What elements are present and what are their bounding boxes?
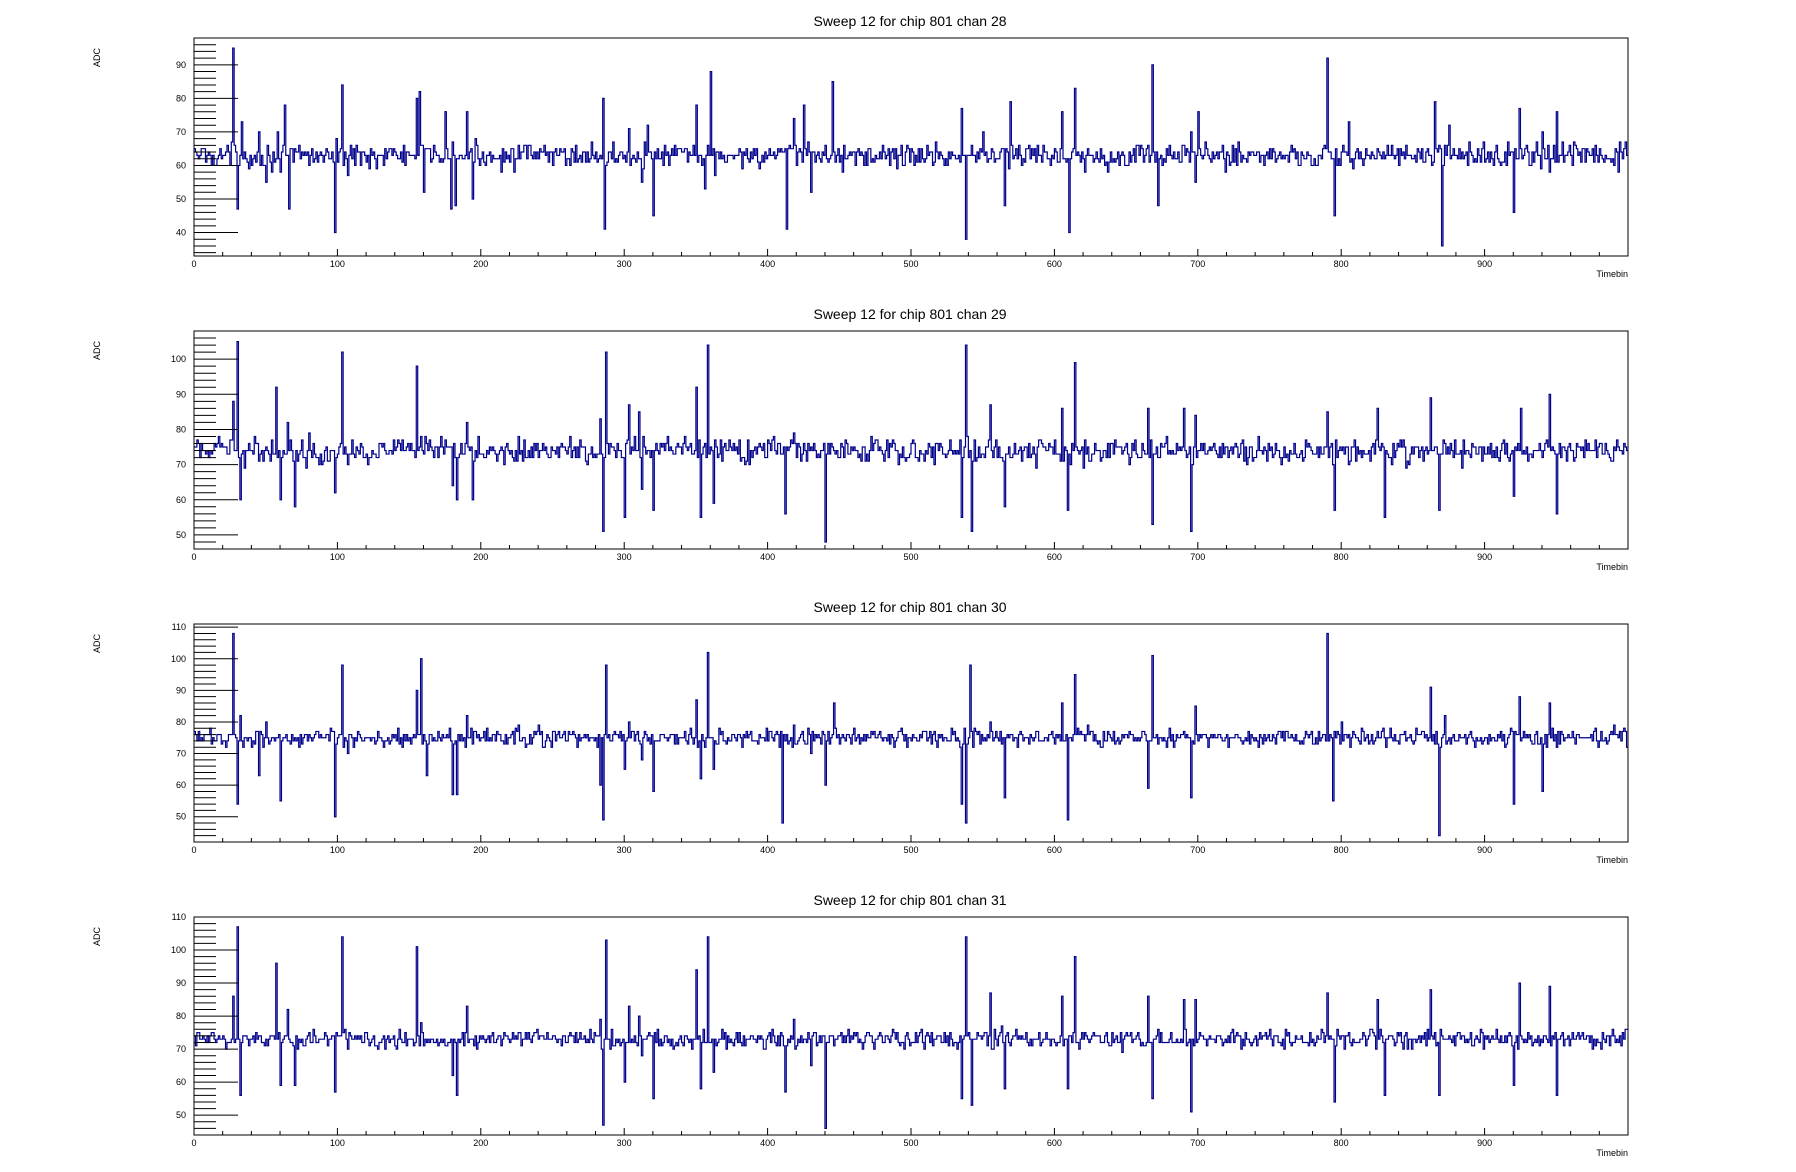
histogram-svg: Sweep 12 for chip 801 chan 28 ADC Timebin 4… [92, 13, 1629, 279]
x-tick-label: 100 [330, 1138, 345, 1148]
y-axis-label: ADC [92, 634, 102, 654]
y-tick-label: 80 [176, 93, 186, 103]
y-tick-label: 110 [172, 912, 186, 922]
y-tick-label: 90 [176, 389, 186, 399]
y-tick-label: 50 [176, 812, 186, 822]
x-tick-label: 300 [617, 1138, 632, 1148]
y-tick-label: 40 [176, 228, 186, 238]
x-axis-label: Timebin [1596, 269, 1628, 279]
x-tick-label: 900 [1477, 845, 1492, 855]
chart-title: Sweep 12 for chip 801 chan 29 [813, 306, 1006, 322]
y-tick-label: 80 [176, 424, 186, 434]
x-tick-label: 600 [1047, 1138, 1062, 1148]
x-tick-label: 900 [1477, 1138, 1492, 1148]
plot-frame [193, 916, 1629, 1136]
plot-frame [193, 330, 1629, 550]
x-tick-label: 400 [760, 552, 775, 562]
y-tick-label: 80 [176, 717, 186, 727]
x-tick-label: 800 [1334, 845, 1349, 855]
y-tick-label: 50 [176, 194, 186, 204]
x-axis-label: Timebin [1596, 855, 1628, 865]
x-tick-label: 600 [1047, 259, 1062, 269]
x-tick-label: 500 [903, 1138, 918, 1148]
histogram-svg: Sweep 12 for chip 801 chan 30 ADC Timebin 5… [92, 599, 1629, 865]
x-tick-label: 400 [760, 259, 775, 269]
y-tick-label: 70 [176, 460, 186, 470]
y-tick-label: 100 [171, 945, 186, 955]
x-tick-label: 100 [330, 845, 345, 855]
y-tick-label: 90 [176, 978, 186, 988]
y-tick-label: 90 [176, 685, 186, 695]
x-tick-label: 300 [617, 845, 632, 855]
y-tick-label: 50 [176, 1110, 186, 1120]
x-tick-label: 200 [473, 259, 488, 269]
x-tick-label: 0 [191, 259, 196, 269]
adc-trace-line [194, 340, 1628, 543]
x-tick-label: 0 [191, 552, 196, 562]
histogram-panel-2: Sweep 12 for chip 801 chan 29 ADC Timebin 5… [0, 293, 1796, 586]
x-tick-label: 800 [1334, 259, 1349, 269]
y-tick-label: 110 [172, 622, 186, 632]
x-tick-label: 500 [903, 552, 918, 562]
y-tick-label: 70 [176, 749, 186, 759]
plot-frame [193, 623, 1629, 843]
x-tick-label: 700 [1190, 1138, 1205, 1148]
x-tick-label: 700 [1190, 845, 1205, 855]
histogram-panel-1: Sweep 12 for chip 801 chan 28 ADC Timebin 4… [0, 0, 1796, 293]
histogram-svg: Sweep 12 for chip 801 chan 29 ADC Timebin 5… [92, 306, 1629, 572]
x-axis-label: Timebin [1596, 1148, 1628, 1158]
x-tick-label: 900 [1477, 552, 1492, 562]
adc-trace-line [194, 926, 1628, 1129]
y-tick-label: 100 [171, 654, 186, 664]
x-tick-label: 0 [191, 845, 196, 855]
y-tick-label: 60 [176, 780, 186, 790]
chart-title: Sweep 12 for chip 801 chan 28 [813, 13, 1006, 29]
adc-trace-line [194, 47, 1628, 247]
y-axis-label: ADC [92, 341, 102, 361]
x-tick-label: 600 [1047, 845, 1062, 855]
x-tick-label: 500 [903, 259, 918, 269]
y-tick-label: 80 [176, 1011, 186, 1021]
y-tick-label: 60 [176, 495, 186, 505]
x-tick-label: 300 [617, 552, 632, 562]
adc-trace-line [194, 632, 1628, 837]
histogram-svg: Sweep 12 for chip 801 chan 31 ADC Timebin 5… [92, 892, 1629, 1158]
y-axis-label: ADC [92, 927, 102, 947]
x-tick-label: 700 [1190, 552, 1205, 562]
x-tick-label: 400 [760, 1138, 775, 1148]
x-tick-label: 200 [473, 845, 488, 855]
x-tick-label: 200 [473, 1138, 488, 1148]
y-tick-label: 50 [176, 530, 186, 540]
x-tick-label: 800 [1334, 552, 1349, 562]
y-tick-label: 90 [176, 60, 186, 70]
x-tick-label: 0 [191, 1138, 196, 1148]
y-tick-label: 60 [176, 1077, 186, 1087]
y-axis-label: ADC [92, 48, 102, 68]
y-tick-label: 70 [176, 1044, 186, 1054]
x-tick-label: 600 [1047, 552, 1062, 562]
x-tick-label: 100 [330, 259, 345, 269]
x-tick-label: 100 [330, 552, 345, 562]
y-tick-label: 100 [171, 354, 186, 364]
histogram-panel-4: Sweep 12 for chip 801 chan 31 ADC Timebin 5… [0, 879, 1796, 1172]
x-tick-label: 800 [1334, 1138, 1349, 1148]
x-tick-label: 700 [1190, 259, 1205, 269]
y-tick-label: 60 [176, 160, 186, 170]
x-tick-label: 400 [760, 845, 775, 855]
x-tick-label: 300 [617, 259, 632, 269]
chart-title: Sweep 12 for chip 801 chan 30 [813, 599, 1006, 615]
histogram-panel-3: Sweep 12 for chip 801 chan 30 ADC Timebin 5… [0, 586, 1796, 879]
y-tick-label: 70 [176, 127, 186, 137]
x-tick-label: 500 [903, 845, 918, 855]
x-tick-label: 200 [473, 552, 488, 562]
x-axis-label: Timebin [1596, 562, 1628, 572]
chart-title: Sweep 12 for chip 801 chan 31 [813, 892, 1006, 908]
plot-frame [193, 37, 1629, 257]
x-tick-label: 900 [1477, 259, 1492, 269]
